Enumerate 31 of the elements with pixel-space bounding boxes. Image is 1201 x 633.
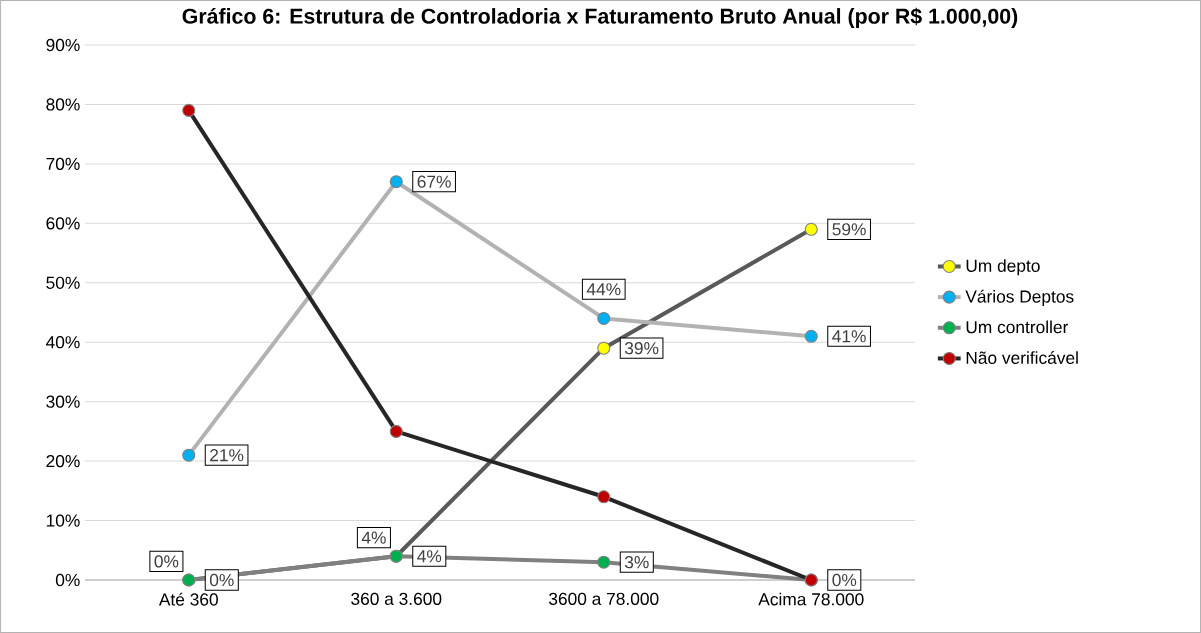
y-tick-label: 40%	[46, 336, 80, 349]
x-tick-label: 3600 a 78.000	[549, 592, 659, 605]
data-label: 41%	[832, 330, 866, 343]
x-tick-label: 360 a 3.600	[351, 592, 442, 605]
y-tick-label: 0%	[55, 573, 80, 587]
data-label: 0%	[832, 573, 857, 587]
x-tick-label: Até 360	[158, 592, 218, 606]
data-label: 0%	[209, 573, 234, 587]
y-tick-label: 60%	[46, 217, 80, 230]
y-tick-label: 20%	[46, 454, 80, 468]
data-label: 44%	[586, 283, 621, 296]
y-tick-label: 80%	[46, 98, 80, 111]
y-tick-label: 90%	[46, 38, 80, 52]
y-tick-label: 30%	[46, 395, 80, 408]
x-tick-label: Acima 78.000	[758, 592, 864, 606]
legend-label: Um depto	[966, 259, 1040, 276]
data-label: 3%	[624, 556, 649, 569]
y-tick-label: 70%	[46, 157, 80, 171]
data-label: 21%	[210, 449, 244, 462]
data-label: 4%	[417, 550, 442, 563]
chart-title: Gráfico 6: Estrutura de Controladoria x Faturamento Bruto Anual (por R$ 1.000,00)	[182, 7, 1018, 28]
data-label: 4%	[361, 531, 386, 544]
data-label: 0%	[154, 555, 179, 568]
legend-label: Não verificável	[966, 351, 1078, 364]
y-tick-label: 50%	[46, 276, 80, 289]
y-tick-label: 10%	[46, 514, 80, 527]
legend-label: Um controller	[966, 320, 1069, 334]
legend-label: Vários Deptos	[965, 289, 1074, 307]
data-label: 39%	[624, 342, 659, 355]
data-label: 67%	[417, 175, 451, 188]
data-label: 59%	[832, 223, 866, 236]
